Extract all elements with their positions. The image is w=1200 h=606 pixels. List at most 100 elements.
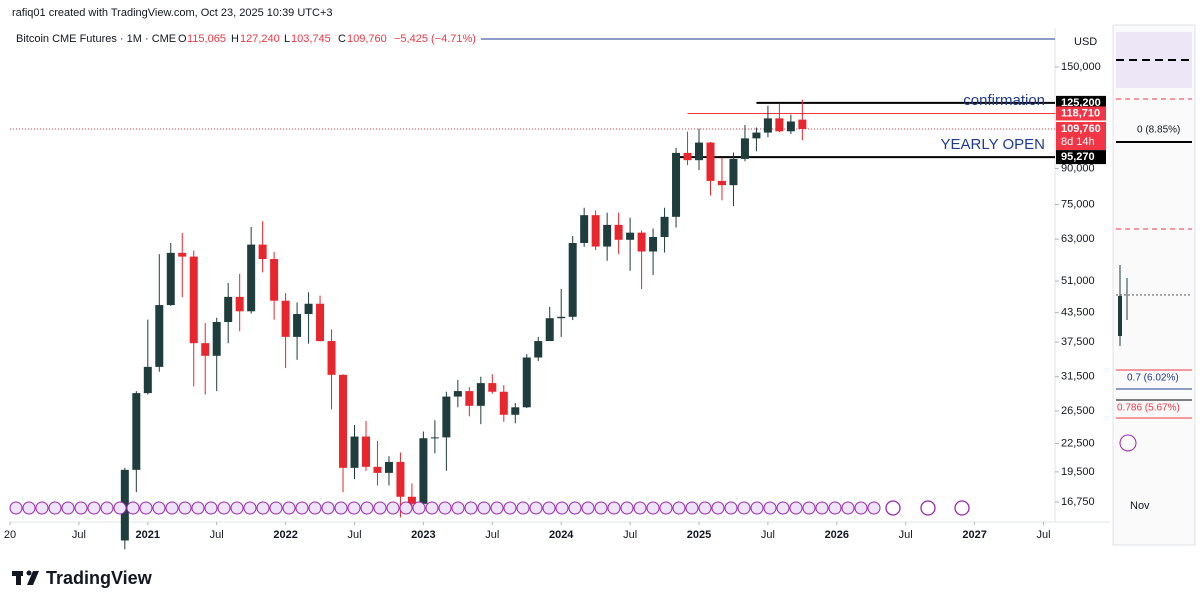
candle-body	[247, 244, 256, 312]
candle-body	[258, 244, 267, 260]
candle-body	[430, 437, 439, 439]
x-tick-label: 2022	[273, 529, 297, 541]
event-icon	[672, 501, 686, 515]
x-tick-label: Jul	[623, 529, 637, 541]
event-icon	[490, 501, 504, 515]
event-icon	[698, 501, 712, 515]
candle-body	[178, 252, 187, 257]
annotation: YEARLY OPEN	[941, 136, 1046, 153]
event-icon	[191, 501, 205, 515]
candle-body	[534, 341, 543, 358]
event-icon	[646, 501, 660, 515]
event-icon	[295, 501, 309, 515]
price-label-bg	[1056, 150, 1106, 165]
candle-body	[132, 393, 141, 470]
event-icon	[282, 501, 296, 515]
event-icon	[841, 501, 855, 515]
legend-change: −5,425 (−4.71%)	[394, 33, 476, 45]
x-tick-label: 2024	[549, 529, 574, 541]
price-label: 118,710	[1061, 107, 1100, 119]
event-icon	[113, 501, 127, 515]
x-tick-label: Jul	[210, 529, 224, 541]
legend-open: 115,065	[187, 33, 226, 45]
candle-body	[270, 259, 279, 301]
brand-name: TradingView	[46, 568, 153, 588]
event-icon	[750, 501, 764, 515]
event-icon	[802, 501, 816, 515]
candle-body	[591, 215, 600, 247]
sidebar: 0 (8.85%) 0.7 (6.02%) 0.786 (5.67%) Nov	[1116, 32, 1192, 512]
event-icon	[139, 501, 153, 515]
fib-label: 0.7 (6.02%)	[1127, 373, 1179, 384]
legend-close: 109,760	[347, 33, 387, 45]
event-icon	[126, 501, 140, 515]
candle-body	[212, 321, 221, 356]
event-icon	[152, 501, 166, 515]
currency: USD	[1074, 36, 1097, 48]
event-icon	[230, 501, 244, 515]
x-tick-label: Jul	[1036, 529, 1050, 541]
event-icon	[815, 501, 829, 515]
event-icon	[178, 501, 192, 515]
candle-body	[442, 396, 451, 438]
candle-body	[729, 158, 738, 186]
y-tick-label: 75,000	[1061, 198, 1095, 210]
y-tick-label: 22,500	[1061, 437, 1095, 449]
credit: rafiq01 created with TradingView.com, Oc…	[12, 7, 333, 19]
candle-body	[488, 383, 497, 392]
candle-body	[476, 383, 485, 406]
legend-o-label: O	[178, 33, 187, 45]
candle-body	[614, 224, 623, 240]
y-tick-label: 51,000	[1061, 275, 1095, 287]
candle-body	[316, 303, 325, 342]
y-tick-label: 16,750	[1061, 496, 1095, 508]
candle-body	[545, 318, 554, 342]
y-tick-label: 19,500	[1061, 466, 1095, 478]
logo-mark	[27, 571, 39, 585]
event-icon	[386, 501, 400, 515]
x-tick-label: Jul	[485, 529, 499, 541]
logo-mark	[26, 570, 32, 576]
y-tick-label: 90,000	[1061, 162, 1095, 174]
candle-body	[327, 341, 336, 375]
brand: TradingView	[12, 568, 153, 588]
event-icon	[35, 501, 49, 515]
x-tick-label: Jul	[899, 529, 913, 541]
event-icon	[308, 501, 322, 515]
event-icon	[204, 501, 218, 515]
candle-body	[143, 366, 152, 394]
candle-body	[660, 216, 669, 237]
candle-body	[649, 236, 658, 252]
legend-l-label: L	[284, 33, 290, 45]
event-icon	[885, 500, 901, 516]
event-icon	[776, 501, 790, 515]
candle-body	[339, 374, 348, 468]
candle-body	[717, 180, 726, 186]
candle-body	[465, 391, 474, 406]
candle-body	[798, 119, 807, 130]
event-icon	[360, 501, 374, 515]
event-icon	[867, 501, 881, 515]
legend-h-label: H	[231, 33, 239, 45]
event-icon	[399, 501, 413, 515]
x-tick-label: 2026	[825, 529, 849, 541]
candle-body	[786, 121, 795, 132]
price-label: 125,200	[1061, 97, 1101, 109]
candle-body	[499, 391, 508, 415]
candle-body	[419, 438, 428, 504]
annotation: confirmation	[963, 92, 1045, 109]
event-icon	[685, 501, 699, 515]
y-tick-label: 26,500	[1061, 405, 1095, 417]
event-icon	[438, 501, 452, 515]
event-icon	[763, 501, 777, 515]
event-icon	[854, 501, 868, 515]
x-tick-label: Jul	[347, 529, 361, 541]
logo-mark	[16, 571, 21, 585]
candles	[120, 99, 807, 550]
x-tick-label: Jul	[761, 529, 775, 541]
candle-body	[304, 303, 313, 315]
event-icon	[659, 501, 673, 515]
event-icon	[334, 501, 348, 515]
candle-body	[396, 461, 405, 497]
